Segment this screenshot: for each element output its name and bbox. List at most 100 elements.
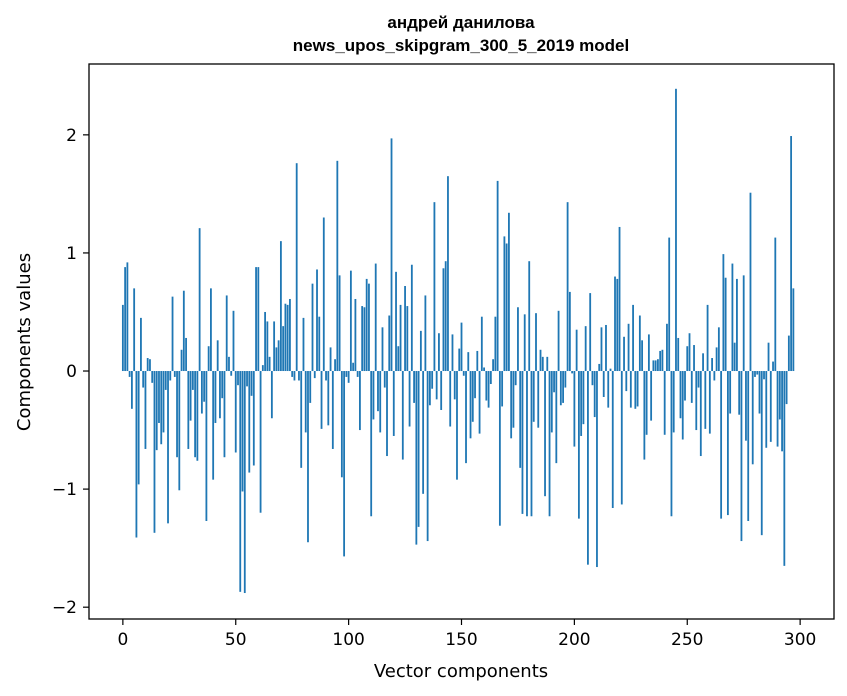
bar-264 <box>717 327 720 372</box>
bar-259 <box>706 304 709 372</box>
bar-82 <box>307 371 309 543</box>
bar-54 <box>243 371 246 594</box>
bar-57 <box>250 371 253 396</box>
bar-56 <box>248 371 251 473</box>
bar-224 <box>627 323 630 372</box>
bar-93 <box>331 371 334 449</box>
x-tick-label-0: 0 <box>117 630 128 650</box>
bar-133 <box>422 371 425 494</box>
bar-263 <box>715 347 718 372</box>
bar-268 <box>726 371 729 516</box>
bar-272 <box>736 278 738 372</box>
bar-146 <box>451 334 454 372</box>
bar-188 <box>546 356 549 372</box>
bar-164 <box>492 359 495 372</box>
bar-228 <box>636 371 639 407</box>
bar-134 <box>424 295 427 372</box>
bar-66 <box>270 371 273 419</box>
bar-13 <box>151 371 154 383</box>
bar-39 <box>210 288 212 372</box>
bar-81 <box>304 371 307 433</box>
bar-273 <box>738 371 741 415</box>
bar-218 <box>614 276 616 372</box>
bar-126 <box>406 306 409 372</box>
bar-184 <box>537 371 540 428</box>
bar-52 <box>239 371 242 592</box>
bar-213 <box>602 371 605 397</box>
bar-113 <box>377 371 379 412</box>
bar-86 <box>316 269 318 372</box>
bar-162 <box>487 371 490 408</box>
bar-190 <box>550 371 553 433</box>
bar-65 <box>268 356 271 372</box>
bar-275 <box>742 275 745 372</box>
bar-280 <box>754 371 756 377</box>
x-tick-label-6: 300 <box>784 630 816 650</box>
bar-99 <box>345 371 348 377</box>
bar-5 <box>133 288 136 372</box>
bar-238 <box>659 350 662 372</box>
y-tick-label-2: 0 <box>66 362 77 382</box>
bar-90 <box>325 371 327 381</box>
bar-295 <box>787 335 790 372</box>
bar-45 <box>223 371 226 458</box>
bar-256 <box>699 371 702 457</box>
bar-216 <box>609 368 612 372</box>
bar-154 <box>469 371 472 439</box>
bar-252 <box>690 371 693 403</box>
bar-27 <box>182 290 185 372</box>
bar-251 <box>688 333 691 372</box>
bar-166 <box>496 180 499 372</box>
bar-63 <box>264 311 266 372</box>
bar-270 <box>731 263 734 372</box>
bar-284 <box>763 371 765 380</box>
bar-155 <box>471 371 474 422</box>
bar-204 <box>582 371 585 425</box>
bar-202 <box>577 371 580 519</box>
bar-232 <box>645 371 648 435</box>
bar-250 <box>686 346 689 372</box>
bar-104 <box>356 371 359 377</box>
bar-122 <box>397 346 400 372</box>
bar-68 <box>275 347 278 372</box>
bar-160 <box>483 367 485 372</box>
bar-75 <box>291 371 294 377</box>
bar-12 <box>149 359 151 372</box>
bar-286 <box>767 342 770 372</box>
bar-3 <box>128 371 131 377</box>
bar-239 <box>661 349 664 372</box>
bar-136 <box>428 371 431 406</box>
bar-14 <box>153 371 156 533</box>
bar-132 <box>419 330 422 372</box>
bar-62 <box>261 365 264 372</box>
bar-240 <box>663 371 666 435</box>
bar-157 <box>476 350 479 372</box>
bar-32 <box>194 371 197 458</box>
bar-30 <box>189 371 192 421</box>
bar-6 <box>135 371 138 538</box>
bar-8 <box>140 317 142 372</box>
bar-231 <box>643 371 646 460</box>
bar-267 <box>724 277 727 372</box>
bar-102 <box>352 362 355 372</box>
bar-145 <box>449 371 452 427</box>
bar-58 <box>252 371 255 466</box>
x-tick-label-2: 100 <box>332 630 364 650</box>
bar-244 <box>672 371 675 433</box>
chart-title-line-2: news_upos_skipgram_300_5_2019 model <box>293 36 629 55</box>
x-tick-label-1: 50 <box>225 630 247 650</box>
y-axis-label: Components values <box>14 253 35 431</box>
bar-271 <box>733 342 736 372</box>
bar-85 <box>313 371 316 379</box>
bar-138 <box>433 202 436 372</box>
bar-106 <box>361 306 364 372</box>
bar-51 <box>237 371 239 386</box>
bar-180 <box>528 261 531 372</box>
bar-88 <box>320 371 323 429</box>
bar-147 <box>453 371 456 400</box>
bar-129 <box>413 371 415 403</box>
bar-60 <box>257 267 260 372</box>
bar-148 <box>456 371 458 480</box>
bar-179 <box>526 371 528 517</box>
bar-173 <box>512 371 515 428</box>
